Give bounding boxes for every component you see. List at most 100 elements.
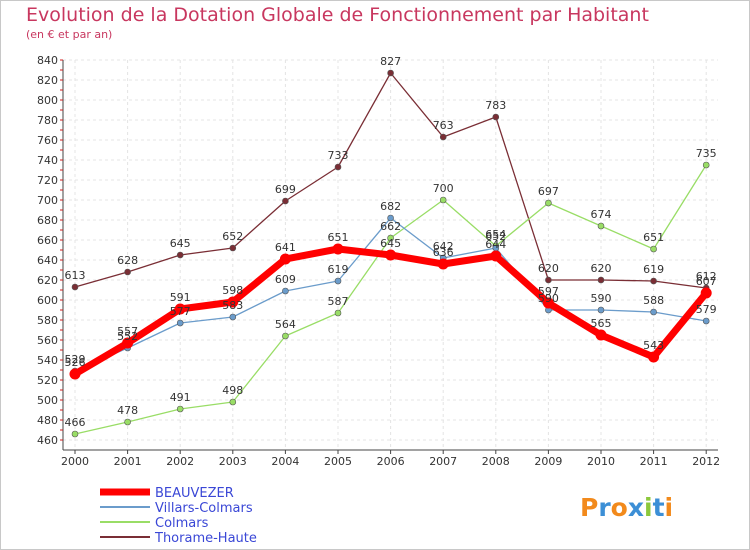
x-tick-label: 2002 <box>166 455 194 468</box>
data-label: 598 <box>222 284 243 297</box>
legend-label: BEAUVEZER <box>155 486 234 501</box>
data-point <box>648 351 660 363</box>
data-point <box>229 398 237 406</box>
y-tick-label: 620 <box>37 274 58 287</box>
data-point <box>282 287 289 295</box>
data-point <box>702 161 710 169</box>
chart-subtitle: (en € et par an) <box>26 28 113 41</box>
data-label: 612 <box>696 270 717 283</box>
data-point <box>334 309 342 317</box>
x-tick-label: 2007 <box>429 455 457 468</box>
data-label: 552 <box>117 330 138 343</box>
data-label: 733 <box>328 149 349 162</box>
y-tick-label: 580 <box>37 314 58 327</box>
y-tick-label: 500 <box>37 394 58 407</box>
y-tick-label: 680 <box>37 214 58 227</box>
data-point <box>439 133 447 141</box>
data-point <box>650 277 657 285</box>
data-label: 827 <box>380 55 401 68</box>
data-point <box>650 308 657 316</box>
data-label: 654 <box>485 228 506 241</box>
data-label: 579 <box>696 303 717 316</box>
grid <box>63 59 718 450</box>
data-point <box>387 69 394 77</box>
y-tick-label: 640 <box>37 254 58 267</box>
y-tick-label: 600 <box>37 294 58 307</box>
data-label: 783 <box>485 99 506 112</box>
y-tick-label: 800 <box>37 94 58 107</box>
y-tick-label: 840 <box>37 54 58 67</box>
data-label: 620 <box>538 262 559 275</box>
data-point <box>282 332 289 340</box>
data-point <box>332 243 344 255</box>
data-label: 590 <box>591 292 612 305</box>
data-point <box>597 276 605 284</box>
x-tick-label: 2012 <box>692 455 720 468</box>
data-label: 613 <box>65 269 86 282</box>
data-label: 699 <box>275 183 296 196</box>
data-point <box>69 368 81 380</box>
chart-title: Evolution de la Dotation Globale de Fonc… <box>26 4 649 26</box>
x-tick-label: 2008 <box>482 455 510 468</box>
y-tick-label: 660 <box>37 234 58 247</box>
data-label: 491 <box>170 391 191 404</box>
y-tick-label: 720 <box>37 174 58 187</box>
y-tick-label: 560 <box>37 334 58 347</box>
legend-label: Colmars <box>155 516 209 531</box>
legend-label: Thorame-Haute <box>154 531 257 546</box>
data-label: 587 <box>328 295 349 308</box>
x-tick-label: 2010 <box>587 455 615 468</box>
data-point <box>595 329 607 341</box>
x-tick-label: 2003 <box>219 455 247 468</box>
data-label: 583 <box>222 299 243 312</box>
data-label: 564 <box>275 318 296 331</box>
x-tick-label: 2004 <box>271 455 299 468</box>
data-point <box>71 430 79 438</box>
data-label: 651 <box>643 231 664 244</box>
data-label: 565 <box>591 317 612 330</box>
data-point <box>334 277 342 285</box>
data-label: 636 <box>433 246 454 259</box>
data-label: 620 <box>591 262 612 275</box>
data-label: 607 <box>696 275 717 288</box>
data-point <box>387 234 394 242</box>
data-point <box>71 283 79 291</box>
data-point <box>650 245 657 253</box>
data-point <box>387 214 394 222</box>
data-point <box>282 197 289 205</box>
y-tick-label: 760 <box>37 134 58 147</box>
data-label: 651 <box>328 231 349 244</box>
data-label: 466 <box>65 416 86 429</box>
data-point <box>437 258 449 270</box>
data-label: 498 <box>222 384 243 397</box>
data-point <box>176 319 184 327</box>
data-point <box>492 113 500 121</box>
data-point <box>702 317 710 325</box>
data-point <box>439 196 447 204</box>
data-label: 652 <box>222 230 243 243</box>
x-tick-label: 2011 <box>640 455 668 468</box>
x-tick-label: 2006 <box>377 455 405 468</box>
data-point <box>176 405 184 413</box>
data-point <box>545 199 552 207</box>
series-thorame-haute <box>71 69 710 292</box>
x-tick-label: 2005 <box>324 455 352 468</box>
data-point <box>124 268 131 276</box>
data-point <box>490 250 502 262</box>
data-label: 557 <box>117 325 138 338</box>
y-tick-label: 540 <box>37 354 58 367</box>
data-label: 700 <box>433 182 454 195</box>
data-point <box>700 287 712 299</box>
data-label: 682 <box>380 200 401 213</box>
legend-label: Villars-Colmars <box>155 501 253 516</box>
y-tick-label: 480 <box>37 414 58 427</box>
data-point <box>545 276 552 284</box>
data-point <box>385 249 397 261</box>
x-tick-label: 2000 <box>61 455 89 468</box>
data-label: 478 <box>117 404 138 417</box>
data-label: 577 <box>170 305 191 318</box>
y-tick-label: 460 <box>37 434 58 447</box>
data-label: 641 <box>275 241 296 254</box>
y-tick-label: 700 <box>37 194 58 207</box>
